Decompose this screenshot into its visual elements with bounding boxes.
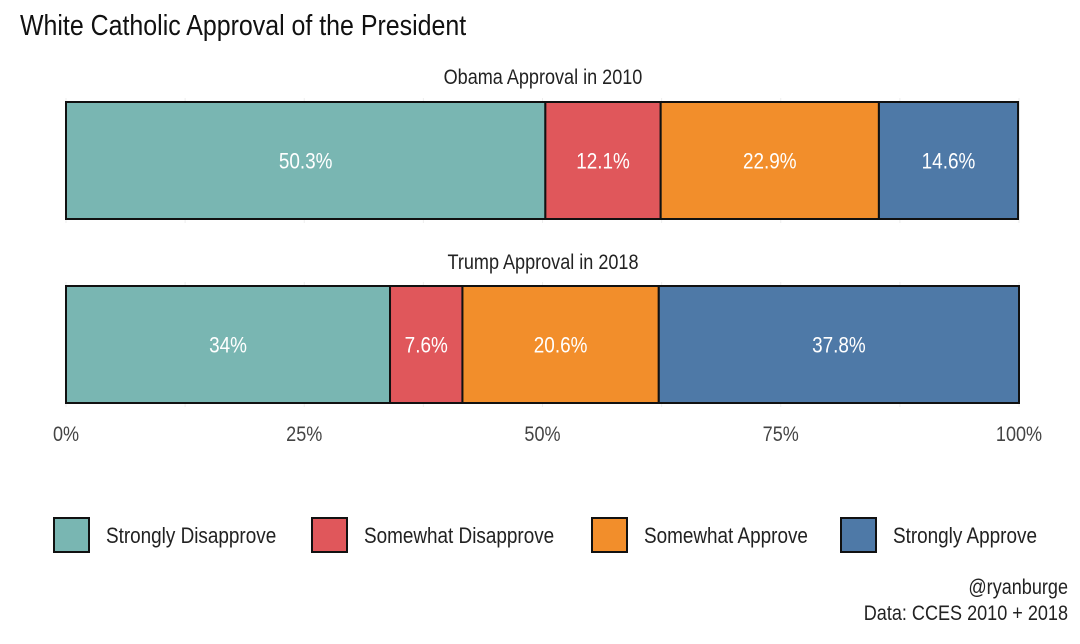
- panel-title: Trump Approval in 2018: [447, 251, 638, 275]
- bar-segment: [544, 101, 662, 220]
- x-tick-label: 100%: [996, 423, 1042, 447]
- data-label: 50.3%: [279, 149, 333, 174]
- bar-segment: [389, 285, 464, 404]
- data-label: 37.8%: [812, 333, 866, 358]
- chart-title: White Catholic Approval of the President: [20, 9, 467, 41]
- data-label: 20.6%: [534, 333, 588, 358]
- data-label: 12.1%: [576, 149, 630, 174]
- legend-label: Strongly Disapprove: [106, 524, 276, 549]
- legend-swatch: [311, 517, 348, 553]
- x-tick-label: 50%: [524, 423, 560, 447]
- legend-label: Strongly Approve: [893, 524, 1037, 549]
- bar-segment: [657, 285, 1020, 404]
- legend-swatch: [591, 517, 628, 553]
- x-tick-label: 75%: [763, 423, 799, 447]
- caption-handle: @ryanburge: [968, 576, 1068, 600]
- legend-swatch: [840, 517, 877, 553]
- legend-label: Somewhat Disapprove: [364, 524, 554, 549]
- bar-segment: [461, 285, 660, 404]
- bar-segment: [659, 101, 880, 220]
- bar-segment: [877, 101, 1020, 220]
- data-label: 14.6%: [922, 149, 976, 174]
- data-label: 22.9%: [743, 149, 797, 174]
- data-label: 7.6%: [405, 333, 448, 358]
- panel-title: Obama Approval in 2010: [444, 66, 643, 90]
- caption-source: Data: CCES 2010 + 2018: [864, 602, 1068, 626]
- x-tick-label: 25%: [286, 423, 322, 447]
- legend-swatch: [53, 517, 90, 553]
- data-label: 34%: [209, 333, 247, 358]
- x-tick-label: 0%: [53, 423, 79, 447]
- legend-label: Somewhat Approve: [644, 524, 808, 549]
